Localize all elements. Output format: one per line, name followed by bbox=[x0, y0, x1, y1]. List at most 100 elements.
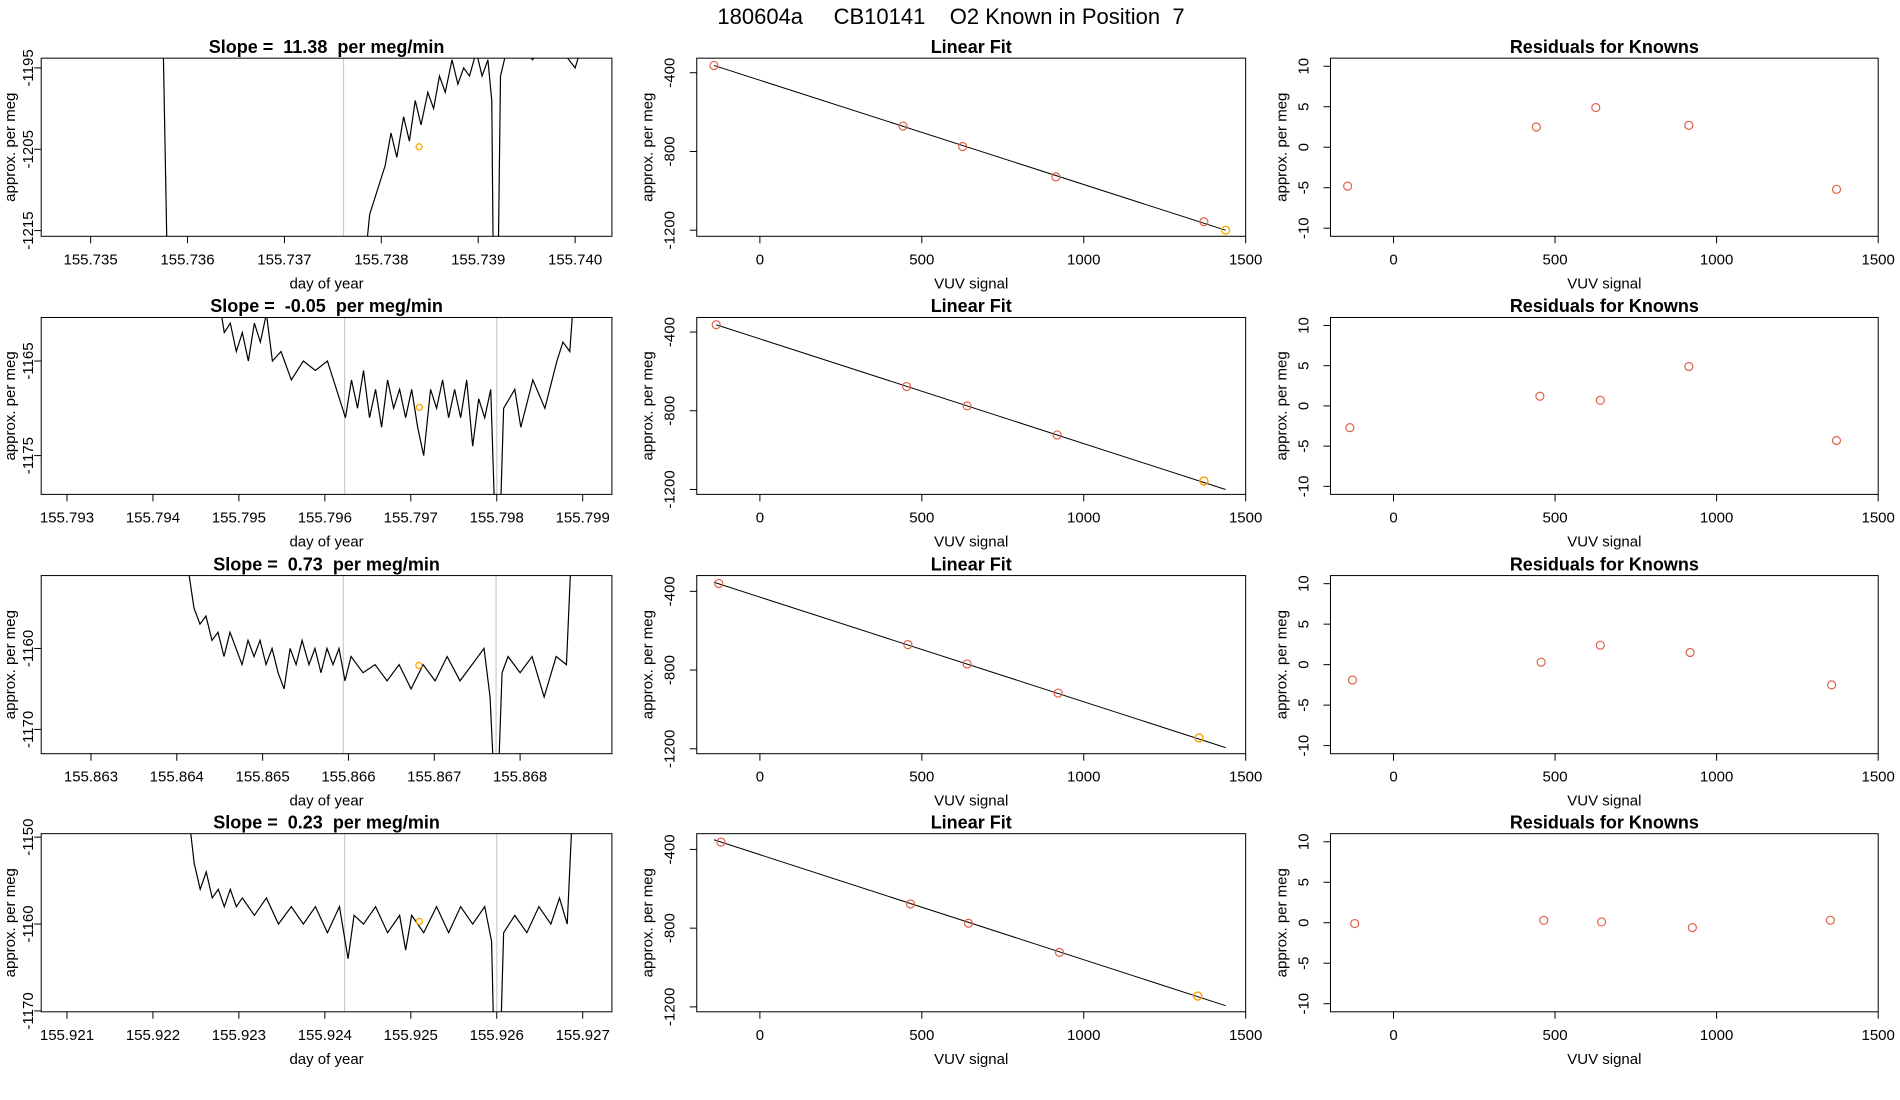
data-point bbox=[1684, 361, 1694, 372]
x-tick-label: 155.924 bbox=[298, 1027, 352, 1044]
data-point bbox=[1345, 423, 1355, 433]
plot-frame bbox=[696, 575, 1247, 755]
y-tick-label: -1215 bbox=[20, 211, 37, 249]
panel: Residuals for Knowns VUV signal approx. pe… bbox=[1273, 37, 1894, 292]
plot-area bbox=[188, 575, 571, 754]
x-axis-label: day of year bbox=[289, 275, 363, 292]
y-tick-label: -1160 bbox=[20, 905, 37, 942]
data-point bbox=[1827, 680, 1837, 690]
plot-area bbox=[221, 317, 573, 495]
highlight-point bbox=[415, 143, 423, 151]
y-tick-label: -1170 bbox=[20, 711, 37, 748]
x-tick-label: 500 bbox=[1543, 509, 1568, 526]
plot-frame bbox=[40, 575, 613, 755]
x-tick-label: 155.865 bbox=[236, 769, 290, 786]
fit-line bbox=[713, 64, 1226, 231]
panel: Residuals for Knowns VUV signal approx. pe… bbox=[1273, 812, 1894, 1067]
data-point bbox=[716, 837, 726, 847]
x-tick-label: 155.799 bbox=[556, 509, 610, 526]
plot-area bbox=[713, 578, 1226, 749]
data-line bbox=[162, 58, 579, 237]
data-point bbox=[1051, 172, 1061, 182]
y-tick-label: -10 bbox=[1295, 217, 1312, 239]
y-tick-label: -800 bbox=[662, 136, 679, 166]
x-tick-label: 1500 bbox=[1862, 769, 1895, 786]
y-tick-label: -1200 bbox=[662, 730, 679, 768]
y-tick-label: -10 bbox=[1295, 735, 1312, 757]
panel-title: Residuals for Knowns bbox=[1510, 296, 1699, 316]
x-tick-label: 0 bbox=[1389, 769, 1397, 786]
data-point bbox=[898, 121, 908, 131]
data-point bbox=[1053, 688, 1063, 698]
panel: Linear Fit VUV signal approx. per meg 0 500 1… bbox=[640, 812, 1263, 1067]
data-point bbox=[1347, 675, 1358, 685]
y-tick-label: 10 bbox=[1295, 317, 1312, 334]
y-axis-label: approx. per meg bbox=[1273, 93, 1290, 202]
x-tick-label: 155.922 bbox=[126, 1027, 180, 1044]
data-point bbox=[1595, 640, 1605, 650]
y-tick-label: -1200 bbox=[662, 211, 679, 249]
panel: Slope = 11.38 per meg/min day of year appr… bbox=[2, 37, 613, 292]
x-tick-label: 155.864 bbox=[150, 769, 204, 786]
x-tick-label: 1500 bbox=[1229, 251, 1262, 268]
x-tick-label: 155.738 bbox=[354, 251, 408, 268]
data-point bbox=[1199, 217, 1209, 227]
plot-frame bbox=[40, 316, 613, 495]
x-tick-label: 500 bbox=[1543, 251, 1568, 268]
data-point bbox=[962, 659, 972, 669]
y-axis-label: approx. per meg bbox=[1273, 868, 1290, 977]
x-tick-label: 155.925 bbox=[384, 1027, 438, 1044]
x-tick-label: 500 bbox=[909, 1027, 934, 1044]
figure-title: 180604a CB10141 O2 Known in Position 7 bbox=[717, 4, 1184, 29]
panel-title: Residuals for Knowns bbox=[1510, 812, 1699, 832]
y-tick-label: -800 bbox=[662, 396, 679, 426]
x-axis-label: VUV signal bbox=[934, 533, 1008, 550]
x-axis-label: VUV signal bbox=[934, 1051, 1008, 1068]
y-tick-label: -10 bbox=[1295, 993, 1312, 1015]
data-point bbox=[962, 401, 972, 411]
x-tick-label: 0 bbox=[1389, 1027, 1397, 1044]
plot-area bbox=[162, 58, 579, 237]
highlight-point bbox=[415, 661, 423, 670]
plot-area bbox=[190, 833, 573, 1012]
data-point bbox=[1054, 947, 1065, 957]
data-point bbox=[903, 640, 913, 650]
y-axis-label: approx. per meg bbox=[1273, 351, 1290, 460]
x-tick-label: 155.923 bbox=[212, 1027, 266, 1044]
y-tick-label: 10 bbox=[1295, 58, 1312, 75]
x-axis-label: day of year bbox=[289, 793, 363, 810]
data-point bbox=[1052, 430, 1062, 440]
y-tick-label: 10 bbox=[1295, 575, 1312, 592]
x-tick-label: 1000 bbox=[1067, 251, 1100, 268]
data-point bbox=[709, 60, 719, 71]
panel-title: Residuals for Knowns bbox=[1510, 554, 1699, 574]
data-point bbox=[1350, 918, 1360, 929]
data-point bbox=[1831, 184, 1842, 194]
highlight-point bbox=[1199, 476, 1209, 486]
x-tick-label: 155.867 bbox=[407, 769, 461, 786]
x-axis-label: VUV signal bbox=[934, 275, 1008, 292]
x-tick-label: 155.737 bbox=[257, 251, 311, 268]
y-tick-label: 10 bbox=[1295, 833, 1312, 850]
x-tick-label: 500 bbox=[909, 769, 934, 786]
x-tick-label: 155.795 bbox=[212, 509, 266, 526]
plot-area bbox=[1350, 915, 1835, 933]
x-axis-label: day of year bbox=[289, 1051, 363, 1068]
x-tick-label: 1500 bbox=[1862, 1027, 1895, 1044]
y-axis-label: approx. per meg bbox=[2, 868, 19, 977]
y-tick-label: 0 bbox=[1295, 919, 1312, 927]
data-line bbox=[190, 833, 573, 1012]
x-tick-label: 1000 bbox=[1700, 509, 1733, 526]
data-point bbox=[1595, 395, 1605, 405]
x-tick-label: 1500 bbox=[1229, 769, 1262, 786]
x-tick-label: 155.863 bbox=[64, 769, 118, 786]
fit-line bbox=[713, 581, 1226, 749]
plot-area bbox=[1343, 102, 1842, 194]
data-point bbox=[905, 899, 916, 909]
x-tick-label: 1500 bbox=[1862, 251, 1895, 268]
x-tick-label: 1000 bbox=[1067, 509, 1100, 526]
plot-area bbox=[709, 60, 1226, 231]
y-tick-label: -800 bbox=[662, 655, 679, 685]
y-tick-label: -1165 bbox=[20, 342, 37, 379]
data-point bbox=[1596, 917, 1607, 927]
